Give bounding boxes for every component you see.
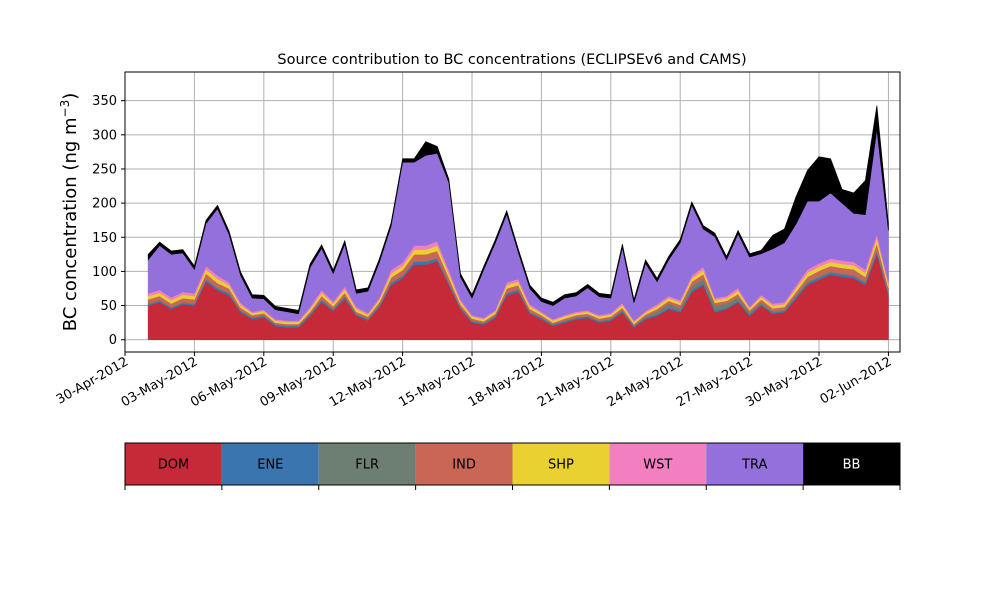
legend-swatch-tra [706, 443, 804, 485]
x-axis: 30-Apr-201203-May-201206-May-201209-May-… [54, 352, 895, 410]
y-axis-label-main: BC concentration (ng m [60, 117, 81, 331]
x-tick-label: 30-May-2012 [743, 354, 825, 410]
x-tick-label: 27-May-2012 [674, 354, 756, 410]
legend-label-wst: WST [643, 458, 672, 473]
legend-swatch-ene [221, 443, 319, 485]
x-tick-label: 03-May-2012 [119, 354, 201, 410]
plot-frame [124, 71, 901, 353]
y-tick-label: 50 [100, 299, 117, 314]
y-tick-label: 0 [109, 333, 117, 348]
x-tick-label: 12-May-2012 [327, 354, 409, 410]
legend-label-ene: ENE [257, 458, 283, 473]
legend-swatch-wst [609, 443, 707, 485]
legend-label-shp: SHP [548, 458, 574, 473]
legend-swatch-ind [415, 443, 513, 485]
x-tick-label: 18-May-2012 [466, 354, 548, 410]
x-tick-label: 21-May-2012 [535, 354, 617, 410]
y-tick-label: 150 [92, 231, 117, 246]
x-tick-label: 15-May-2012 [396, 354, 478, 410]
chart-title: Source contribution to BC concentrations… [277, 52, 746, 68]
legend-swatch-shp [512, 443, 610, 485]
legend-label-dom: DOM [158, 458, 189, 473]
y-tick-label: 350 [92, 94, 117, 109]
legend-colorbar: DOM ENE FLR IND SHP WST TRA BB [124, 442, 901, 490]
y-tick-label: 300 [92, 128, 117, 143]
x-tick-label: 02-Jun-2012 [818, 354, 895, 407]
legend-label-ind: IND [452, 458, 476, 473]
y-axis-label-close: ) [60, 93, 81, 100]
y-tick-label: 200 [92, 197, 117, 212]
legend-label-tra: TRA [741, 458, 767, 473]
legend-swatch-dom [125, 443, 222, 485]
stacked-areas [147, 105, 889, 341]
y-axis-label: BC concentration (ng m−3) [58, 93, 81, 332]
x-tick-label: 09-May-2012 [258, 354, 340, 410]
legend-swatch-bb [803, 443, 900, 485]
x-tick-label: 06-May-2012 [188, 354, 270, 410]
legend-label-bb: BB [843, 458, 861, 473]
y-tick-label: 100 [92, 265, 117, 280]
legend-label-flr: FLR [355, 458, 379, 473]
area-bb [147, 105, 889, 315]
y-axis: 0 50 100 150 200 250 300 350 [92, 94, 125, 348]
y-axis-label-exponent: −3 [58, 100, 72, 118]
x-tick-label: 24-May-2012 [605, 354, 687, 410]
y-tick-label: 250 [92, 162, 117, 177]
legend-swatch-flr [318, 443, 416, 485]
